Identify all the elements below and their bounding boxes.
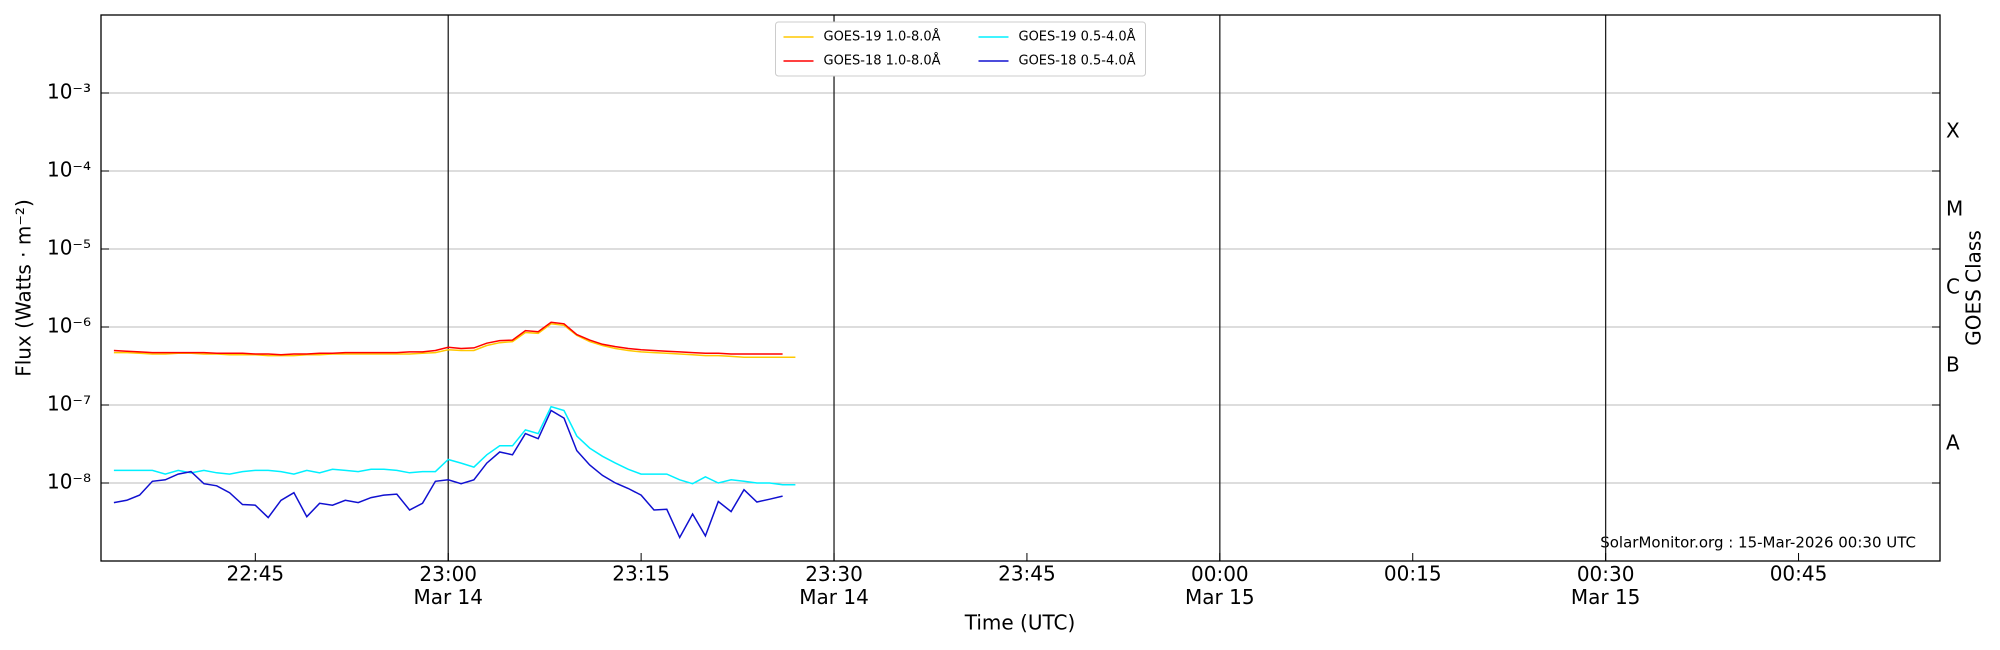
series-line (113, 323, 796, 358)
plot-frame (100, 14, 1941, 562)
x-tick-label: 00:15 (1384, 562, 1442, 586)
legend-box (775, 21, 1146, 77)
x-tick-label: 22:45 (227, 562, 285, 586)
y-axis-label: Flux (Watts · m⁻²) (12, 199, 36, 377)
x-axis-label: Time (UTC) (964, 611, 1076, 635)
x-tick-label: 00:30 Mar 15 (1571, 562, 1641, 609)
x-tick-label: 23:45 (998, 562, 1056, 586)
series-line (113, 405, 796, 486)
y2-tick-label: X (1946, 119, 1960, 143)
y2-tick-label: B (1946, 353, 1960, 377)
y-tick-label: 10⁻³ (47, 80, 91, 104)
legend-label: GOES-19 0.5-4.0Å (1019, 29, 1136, 45)
x-tick-label: 00:45 (1770, 562, 1828, 586)
x-tick-label: 23:30 Mar 14 (799, 562, 869, 609)
legend-label: GOES-18 0.5-4.0Å (1019, 53, 1136, 69)
y-tick-label: 10⁻⁵ (47, 236, 91, 260)
x-tick-label: 00:00 Mar 15 (1185, 562, 1255, 609)
y2-tick-label: A (1946, 431, 1960, 455)
x-tick-label: 23:15 (612, 562, 670, 586)
y-tick-label: 10⁻⁴ (47, 158, 91, 182)
y2-tick-label: M (1946, 197, 1963, 221)
y-tick-label: 10⁻⁸ (47, 470, 91, 494)
y2-axis-label: GOES Class (1962, 230, 1986, 346)
annotation: SolarMonitor.org : 15-Mar-2026 00:30 UTC (1600, 534, 1916, 552)
legend-label: GOES-19 1.0-8.0Å (824, 29, 941, 45)
series-line (113, 321, 783, 356)
y-tick-label: 10⁻⁷ (47, 392, 91, 416)
legend-label: GOES-18 1.0-8.0Å (824, 53, 941, 69)
series-line (113, 409, 783, 540)
x-tick-label: 23:00 Mar 14 (413, 562, 483, 609)
y-tick-label: 10⁻⁶ (47, 314, 91, 338)
y2-tick-label: C (1946, 275, 1960, 299)
